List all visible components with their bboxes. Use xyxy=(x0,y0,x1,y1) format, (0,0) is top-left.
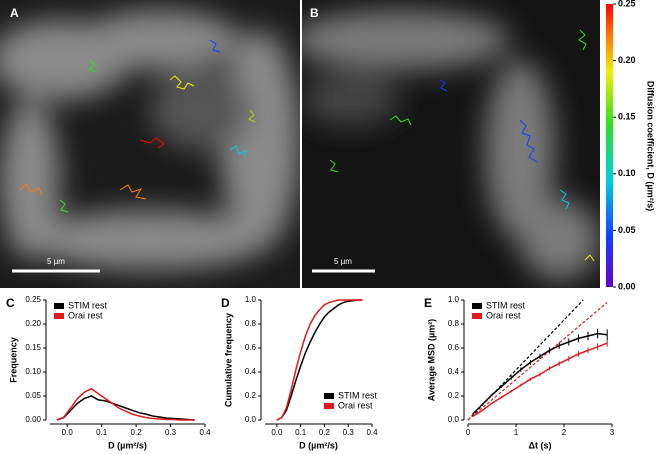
legend-swatch xyxy=(324,393,334,399)
x-tick-label: 0.2 xyxy=(319,428,331,437)
y-tick-label: 0.4 xyxy=(448,367,460,376)
y-tick-label: 0.25 xyxy=(25,295,41,304)
y-tick-label: 0.8 xyxy=(448,319,460,328)
y-axis-label: Frequency xyxy=(8,337,18,383)
y-tick-label: 0.4 xyxy=(245,367,257,376)
y-tick-label: 0.2 xyxy=(448,391,460,400)
x-tick-label: 0.3 xyxy=(343,428,355,437)
x-tick-label: 3 xyxy=(610,428,615,437)
legend-label: STIM rest xyxy=(338,390,378,400)
panel-label: D xyxy=(221,296,230,310)
x-tick-label: 0.0 xyxy=(62,428,74,437)
panel-label: B xyxy=(310,6,319,20)
micrograph-a: 5 µm A xyxy=(0,0,300,288)
colorbar-tick-label: 0.20 xyxy=(618,55,636,65)
y-tick-label: 0.0 xyxy=(245,415,257,424)
line xyxy=(56,387,195,421)
legend-swatch xyxy=(472,313,482,319)
x-tick-label: 0 xyxy=(466,428,471,437)
colorbar-tick-label: 0.10 xyxy=(618,168,636,178)
colorbar xyxy=(606,4,613,287)
y-tick-label: 0.6 xyxy=(448,343,460,352)
panel-label: E xyxy=(424,296,432,310)
colorbar-label: Diffusion coefficient, D (µm²/s) xyxy=(646,81,656,211)
y-tick-label: 0.00 xyxy=(25,415,41,424)
y-axis-label: Average MSD (µm²) xyxy=(426,319,436,401)
y-axis-label: Cumulative frequency xyxy=(223,313,233,407)
y-tick-label: 0.2 xyxy=(245,391,257,400)
legend-swatch xyxy=(54,313,64,319)
y-tick-label: 0.6 xyxy=(245,343,257,352)
y-tick-label: 0.20 xyxy=(25,319,41,328)
legend-label: STIM rest xyxy=(486,300,526,310)
legend-label: Orai rest xyxy=(486,310,521,320)
y-tick-label: 0.0 xyxy=(448,415,460,424)
legend-swatch xyxy=(472,303,482,309)
x-tick-label: 1 xyxy=(514,428,519,437)
y-tick-label: 0.8 xyxy=(245,319,257,328)
y-tick-label: 0.15 xyxy=(25,343,41,352)
line xyxy=(276,299,363,421)
x-tick-label: 2 xyxy=(562,428,567,437)
x-tick-label: 0.1 xyxy=(295,428,307,437)
y-tick-label: 1.0 xyxy=(448,295,460,304)
scale-bar-label: 5 µm xyxy=(334,257,352,266)
x-tick-label: 0.3 xyxy=(165,428,177,437)
line xyxy=(276,299,363,421)
legend-swatch xyxy=(54,303,64,309)
x-tick-label: 0.2 xyxy=(131,428,143,437)
y-tick-label: 0.05 xyxy=(25,391,41,400)
x-tick-label: 0.1 xyxy=(96,428,108,437)
legend-swatch xyxy=(324,403,334,409)
legend-label: Orai rest xyxy=(68,310,103,320)
y-tick-label: 0.10 xyxy=(25,367,41,376)
x-axis-label: Δt (s) xyxy=(529,440,552,450)
x-axis-label: D (µm²/s) xyxy=(108,440,147,450)
fit-line xyxy=(467,301,608,421)
colorbar-tick-label: 0.05 xyxy=(618,225,636,235)
colorbar-tick-label: 0.15 xyxy=(618,112,636,122)
x-tick-label: 0.4 xyxy=(366,428,378,437)
line xyxy=(56,395,195,421)
legend-label: Orai rest xyxy=(338,400,373,410)
panel-label: A xyxy=(10,6,19,20)
colorbar-tick-label: 0.00 xyxy=(618,281,636,291)
x-tick-label: 0.4 xyxy=(199,428,211,437)
x-axis-label: D (µm²/s) xyxy=(299,440,338,450)
scale-bar-label: 5 µm xyxy=(47,257,65,266)
y-tick-label: 1.0 xyxy=(245,295,257,304)
micrograph-b: 5 µm B xyxy=(302,0,600,288)
legend-label: STIM rest xyxy=(68,300,108,310)
x-tick-label: 0.0 xyxy=(271,428,283,437)
panel-label: C xyxy=(6,296,15,310)
colorbar-tick-label: 0.25 xyxy=(618,0,636,8)
